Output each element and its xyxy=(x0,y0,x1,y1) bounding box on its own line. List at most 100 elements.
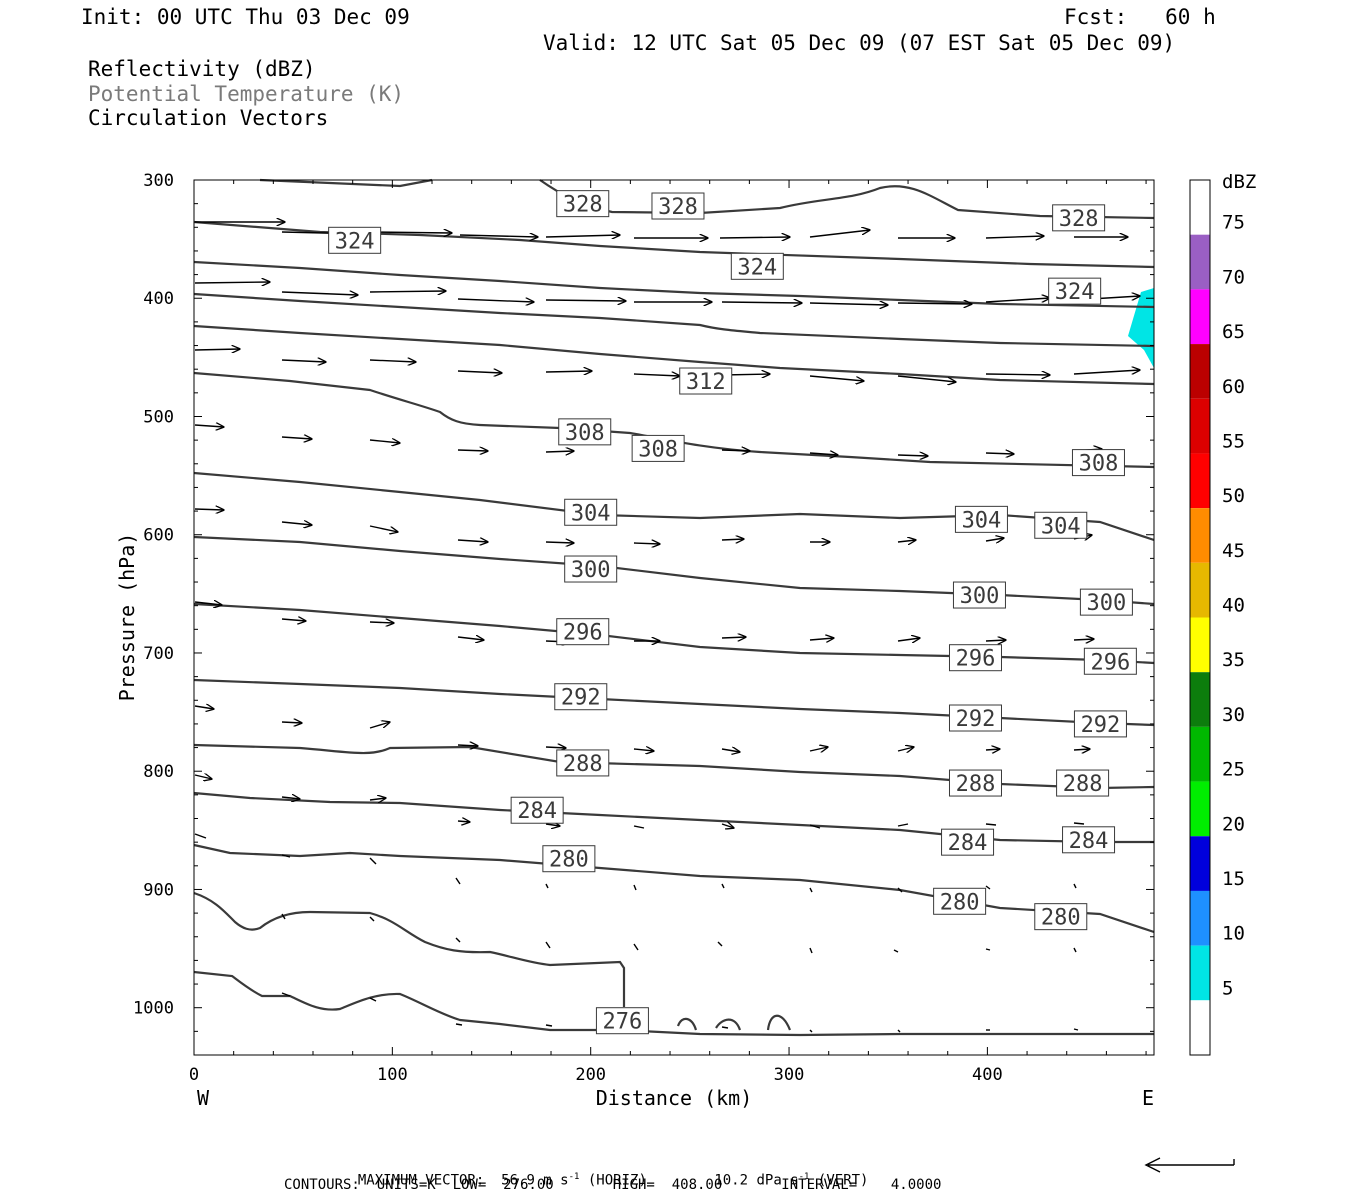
contour-label-box xyxy=(679,367,733,395)
x-tick-label: 200 xyxy=(575,1065,606,1085)
contour-label-box xyxy=(1083,647,1137,675)
circulation-vector xyxy=(897,823,909,827)
contour-label: 324 xyxy=(335,229,375,254)
west-label: W xyxy=(197,1086,210,1110)
theta-contour xyxy=(193,471,1155,542)
contour-label: 328 xyxy=(563,193,603,218)
circulation-vector xyxy=(985,640,1006,641)
circulation-vector xyxy=(369,997,377,1002)
circulation-vector xyxy=(1073,639,1094,640)
circulation-vector xyxy=(281,619,306,621)
contour-label-box xyxy=(556,190,610,218)
circulation-vector xyxy=(281,913,286,920)
contour-label: 280 xyxy=(1041,906,1081,931)
colorbar-swatch xyxy=(1190,289,1210,345)
colorbar-label: 30 xyxy=(1222,704,1245,726)
theta-contour xyxy=(193,292,1155,348)
circulation-vector xyxy=(455,937,461,943)
circulation-vector xyxy=(457,821,470,822)
colorbar-swatch xyxy=(1190,781,1210,837)
plot-frame xyxy=(193,179,1155,1056)
contour-label-box xyxy=(941,828,995,856)
circulation-vector xyxy=(633,374,680,376)
circulation-vector xyxy=(985,948,991,951)
circulation-vector xyxy=(719,237,790,238)
colorbar-label: 20 xyxy=(1222,813,1245,835)
circulation-vector xyxy=(897,375,956,382)
max-vector-line: MAXIMUM VECTOR: 56.9 m s-1 (HORIZ) 10.2 … xyxy=(341,1159,869,1189)
circulation-vector xyxy=(897,455,928,456)
colorbar-swatch xyxy=(1190,234,1210,290)
contour-label-box xyxy=(651,192,705,220)
colorbar-swatch xyxy=(1190,562,1210,618)
circulation-vector xyxy=(369,857,377,865)
circulation-vector xyxy=(897,303,972,304)
contour-label: 324 xyxy=(1055,280,1095,305)
circulation-vector xyxy=(985,823,997,826)
circulation-vector xyxy=(897,638,920,641)
circulation-vector xyxy=(721,637,746,638)
colorbar-unit: dBZ xyxy=(1222,171,1256,193)
circulation-vector xyxy=(457,540,488,542)
contour-label-box xyxy=(1056,769,1110,797)
max-vector-label: MAXIMUM VECTOR: xyxy=(357,1172,485,1189)
circulation-vector xyxy=(194,425,224,427)
colorbar-label: 45 xyxy=(1222,540,1245,562)
contour-label: 288 xyxy=(1063,772,1103,797)
colorbar-swatch xyxy=(1190,344,1210,399)
contour-label-box xyxy=(1052,204,1106,232)
circulation-vector xyxy=(369,360,416,362)
contour-label-box xyxy=(1048,277,1102,305)
circulation-vector xyxy=(369,291,446,292)
colorbar-label: 5 xyxy=(1222,977,1233,999)
contour-label-box xyxy=(933,887,987,915)
contour-label: 284 xyxy=(948,831,988,856)
horiz-exponent: -1 xyxy=(568,1172,580,1182)
contour-label: 308 xyxy=(565,421,605,446)
colorbar-label: 40 xyxy=(1222,595,1245,617)
circulation-vector xyxy=(545,300,626,301)
contour-label-box xyxy=(948,704,1002,732)
vert-tag: (VERT) xyxy=(817,1172,869,1189)
circulation-vector xyxy=(985,236,1044,238)
vert-value: 10.2 dPa s xyxy=(714,1172,799,1189)
circulation-vector xyxy=(369,622,394,623)
contour-label: 280 xyxy=(940,890,980,915)
theta-contour xyxy=(193,791,1154,844)
contour-info-line: CONTOURS: UNITS=K LOW= 276.00 HIGH= 408.… xyxy=(284,1177,942,1193)
circulation-vector xyxy=(194,833,207,839)
contour-label-box xyxy=(952,581,1006,609)
circulation-vector xyxy=(809,747,828,751)
circulation-vector xyxy=(369,798,386,800)
colorbar-swatch xyxy=(1190,398,1210,454)
contour-label-box xyxy=(564,498,618,526)
circulation-vector xyxy=(633,825,645,829)
colorbar-label: 35 xyxy=(1222,649,1245,671)
contour-label: 292 xyxy=(561,686,601,711)
theta-contour xyxy=(193,260,1155,309)
colorbar-swatch xyxy=(1190,617,1210,673)
contour-label: 300 xyxy=(1087,591,1127,616)
contour-label: 292 xyxy=(1081,713,1121,738)
contour-label: 304 xyxy=(1041,514,1081,539)
circulation-vector xyxy=(457,299,534,302)
theta-contour xyxy=(193,891,626,1007)
circulation-vector xyxy=(985,298,1050,303)
contour-label: 300 xyxy=(571,558,611,583)
forecast-hour: Fcst: 60 h xyxy=(1064,5,1216,29)
contour-label: 280 xyxy=(549,848,589,873)
contour-label: 296 xyxy=(956,647,996,672)
circulation-vector xyxy=(809,1029,813,1033)
colorbar-label: 75 xyxy=(1222,212,1245,234)
circulation-vector xyxy=(985,374,1050,375)
circulation-vector xyxy=(1073,947,1077,953)
contour-label-box xyxy=(556,749,610,777)
circulation-vector xyxy=(985,749,1000,750)
contour-label: 296 xyxy=(563,621,603,646)
theta-contour xyxy=(193,535,1155,606)
contour-label-box xyxy=(1062,826,1116,854)
contour-label-box xyxy=(1073,710,1127,738)
colorbar-label: 55 xyxy=(1222,430,1245,452)
contour-label-box xyxy=(1071,449,1125,477)
